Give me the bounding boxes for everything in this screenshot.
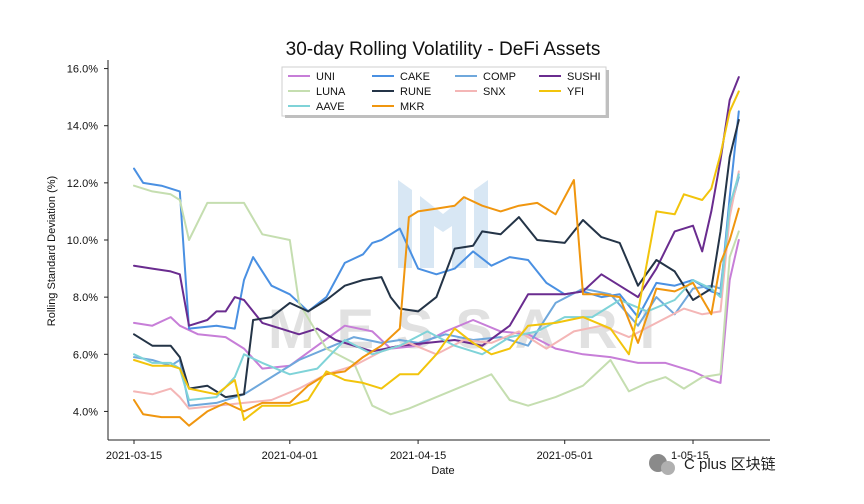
x-axis-label: Date	[431, 465, 454, 477]
legend-items: UNI CAKE COMP SUSHI LUNA RUNE SNX YFI AAVE MKR	[288, 71, 601, 113]
y-axis-label: Rolling Standard Deviation (%)	[46, 176, 58, 326]
y-tick-label: 10.0%	[67, 235, 98, 247]
legend-label-sushi: SUSHI	[567, 71, 601, 83]
legend-label-rune: RUNE	[400, 86, 431, 98]
legend-label-cake: CAKE	[400, 71, 430, 83]
x-tick-label: 1-05-15	[671, 450, 709, 462]
series-line-rune	[133, 119, 740, 399]
series-lines	[133, 76, 740, 427]
series-line-mkr	[133, 179, 740, 427]
legend-label-comp: COMP	[483, 71, 516, 83]
legend-label-aave: AAVE	[316, 101, 345, 113]
x-tick-label: 2021-04-01	[262, 450, 318, 462]
legend: UNI CAKE COMP SUSHI LUNA RUNE SNX YFI AAVE MKR	[281, 66, 609, 118]
y-tick-label: 6.0%	[73, 349, 98, 361]
y-tick-label: 16.0%	[67, 64, 98, 76]
x-tick-labels: 2021-03-15 2021-04-01 2021-04-15 2021-05-01…	[106, 440, 709, 462]
legend-shadow-bottom	[285, 115, 609, 118]
legend-label-luna: LUNA	[316, 86, 346, 98]
series-line-cake	[133, 110, 740, 330]
series-line-luna	[133, 184, 740, 416]
x-tick-label: 2021-04-15	[390, 450, 446, 462]
series-line-comp	[133, 176, 740, 407]
series-line-sushi	[133, 76, 740, 353]
x-tick-label: 2021-03-15	[106, 450, 162, 462]
x-tick-label: 2021-05-01	[537, 450, 593, 462]
legend-label-snx: SNX	[483, 86, 506, 98]
axes	[107, 60, 770, 441]
y-tick-label: 4.0%	[73, 406, 98, 418]
series-line-snx	[133, 170, 740, 410]
legend-label-mkr: MKR	[400, 101, 425, 113]
legend-label-yfi: YFI	[567, 86, 584, 98]
watermark: MESSARI	[268, 180, 655, 360]
y-tick-labels: 4.0% 6.0% 8.0% 10.0% 12.0% 14.0% 16.0%	[67, 64, 108, 418]
y-tick-label: 8.0%	[73, 292, 98, 304]
credit: C plus 区块链	[649, 454, 776, 475]
series-line-aave	[133, 173, 740, 401]
series-line-yfi	[133, 90, 740, 421]
chart-title: 30-day Rolling Volatility - DeFi Assets	[286, 39, 601, 60]
y-tick-label: 12.0%	[67, 178, 98, 190]
y-tick-label: 14.0%	[67, 121, 98, 133]
legend-shadow-right	[606, 70, 609, 118]
legend-label-uni: UNI	[316, 71, 335, 83]
credit-text: C plus 区块链	[684, 456, 776, 473]
wechat-icon-bubble	[661, 461, 675, 475]
